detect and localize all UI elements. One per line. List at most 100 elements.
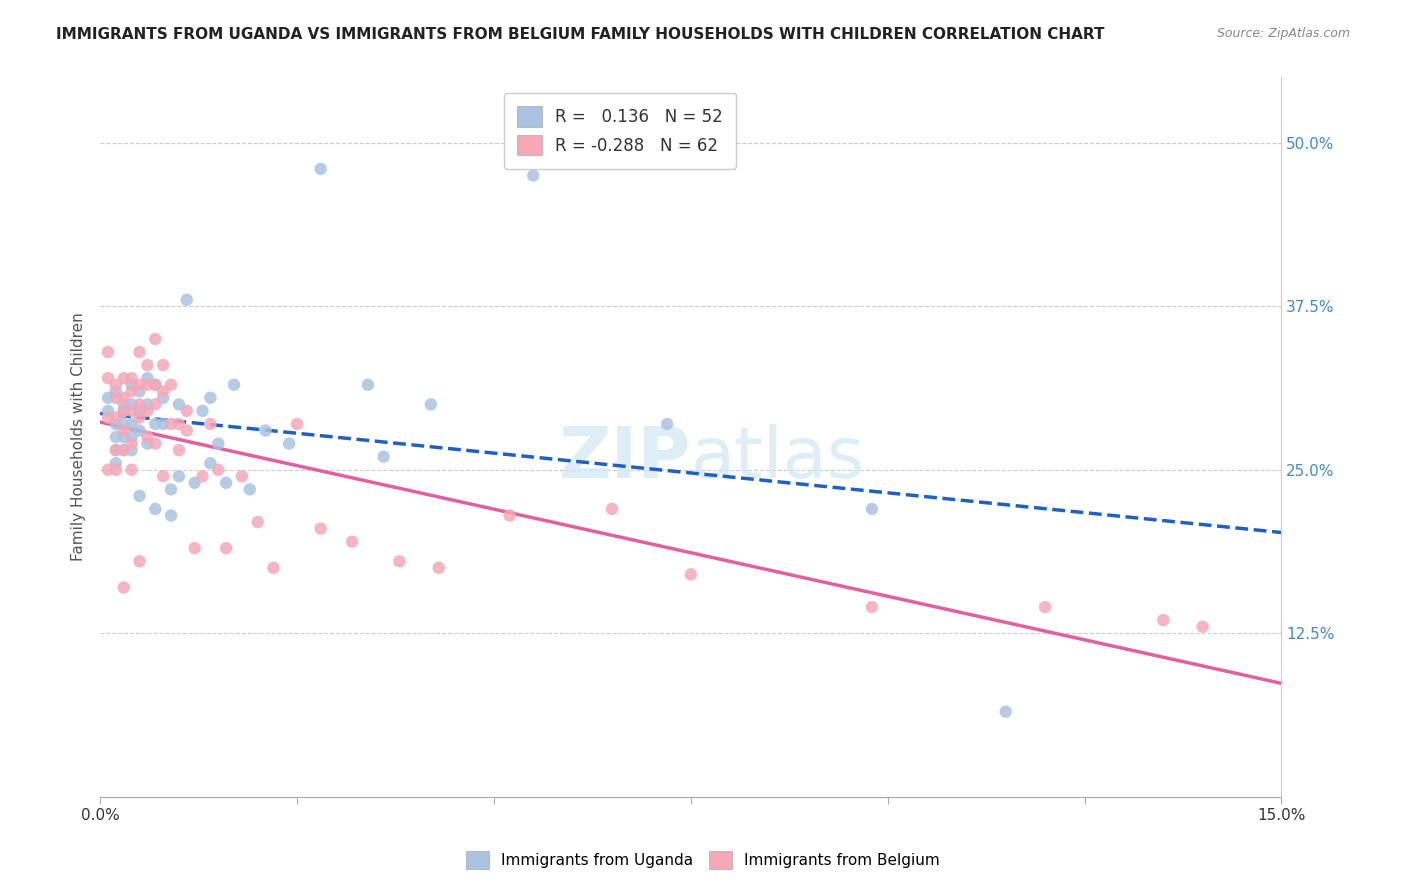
- Point: [340, 534, 363, 549]
- Point: [152, 469, 174, 483]
- Point: [143, 417, 166, 431]
- Point: [112, 391, 135, 405]
- Point: [143, 377, 166, 392]
- Point: [104, 456, 127, 470]
- Point: [104, 377, 127, 392]
- Point: [152, 417, 174, 431]
- Point: [246, 515, 269, 529]
- Point: [104, 410, 127, 425]
- Point: [112, 404, 135, 418]
- Point: [112, 443, 135, 458]
- Point: [104, 417, 127, 431]
- Point: [112, 417, 135, 431]
- Point: [97, 410, 120, 425]
- Point: [136, 404, 159, 418]
- Point: [112, 371, 135, 385]
- Point: [215, 541, 238, 556]
- Point: [357, 377, 380, 392]
- Point: [121, 371, 143, 385]
- Point: [112, 424, 135, 438]
- Point: [183, 541, 205, 556]
- Point: [112, 404, 135, 418]
- Point: [655, 417, 678, 431]
- Point: [167, 469, 190, 483]
- Legend: R =   0.136   N = 52, R = -0.288   N = 62: R = 0.136 N = 52, R = -0.288 N = 62: [503, 93, 737, 169]
- Point: [128, 384, 150, 399]
- Point: [112, 581, 135, 595]
- Point: [239, 483, 262, 497]
- Point: [388, 554, 411, 568]
- Point: [309, 522, 332, 536]
- Point: [160, 377, 183, 392]
- Text: Source: ZipAtlas.com: Source: ZipAtlas.com: [1216, 27, 1350, 40]
- Point: [104, 463, 127, 477]
- Point: [427, 561, 450, 575]
- Point: [1152, 613, 1174, 627]
- Point: [176, 424, 198, 438]
- Point: [152, 384, 174, 399]
- Y-axis label: Family Households with Children: Family Households with Children: [72, 313, 86, 561]
- Point: [104, 443, 127, 458]
- Point: [215, 475, 238, 490]
- Point: [207, 463, 229, 477]
- Point: [112, 430, 135, 444]
- Point: [419, 397, 441, 411]
- Point: [679, 567, 702, 582]
- Legend: Immigrants from Uganda, Immigrants from Belgium: Immigrants from Uganda, Immigrants from …: [460, 845, 946, 875]
- Point: [231, 469, 253, 483]
- Point: [176, 404, 198, 418]
- Point: [207, 436, 229, 450]
- Point: [104, 384, 127, 399]
- Point: [143, 377, 166, 392]
- Point: [143, 436, 166, 450]
- Point: [278, 436, 301, 450]
- Point: [600, 502, 623, 516]
- Point: [309, 161, 332, 176]
- Point: [128, 345, 150, 359]
- Point: [121, 404, 143, 418]
- Point: [121, 430, 143, 444]
- Point: [121, 436, 143, 450]
- Point: [121, 377, 143, 392]
- Point: [121, 443, 143, 458]
- Point: [152, 391, 174, 405]
- Point: [262, 561, 284, 575]
- Point: [167, 417, 190, 431]
- Point: [104, 430, 127, 444]
- Point: [167, 443, 190, 458]
- Point: [121, 463, 143, 477]
- Point: [860, 502, 883, 516]
- Point: [183, 475, 205, 490]
- Point: [160, 508, 183, 523]
- Point: [176, 293, 198, 307]
- Point: [128, 489, 150, 503]
- Point: [97, 371, 120, 385]
- Point: [200, 417, 222, 431]
- Point: [143, 332, 166, 346]
- Point: [285, 417, 308, 431]
- Point: [128, 397, 150, 411]
- Point: [498, 508, 520, 523]
- Text: atlas: atlas: [690, 424, 865, 493]
- Point: [160, 417, 183, 431]
- Point: [200, 391, 222, 405]
- Point: [167, 397, 190, 411]
- Point: [97, 463, 120, 477]
- Point: [97, 404, 120, 418]
- Point: [191, 404, 214, 418]
- Point: [112, 443, 135, 458]
- Point: [136, 397, 159, 411]
- Point: [104, 391, 127, 405]
- Point: [128, 424, 150, 438]
- Point: [222, 377, 245, 392]
- Point: [128, 404, 150, 418]
- Point: [1191, 620, 1213, 634]
- Point: [128, 377, 150, 392]
- Point: [136, 371, 159, 385]
- Point: [104, 443, 127, 458]
- Point: [112, 397, 135, 411]
- Text: IMMIGRANTS FROM UGANDA VS IMMIGRANTS FROM BELGIUM FAMILY HOUSEHOLDS WITH CHILDRE: IMMIGRANTS FROM UGANDA VS IMMIGRANTS FRO…: [56, 27, 1105, 42]
- Point: [121, 397, 143, 411]
- Point: [121, 384, 143, 399]
- Point: [160, 483, 183, 497]
